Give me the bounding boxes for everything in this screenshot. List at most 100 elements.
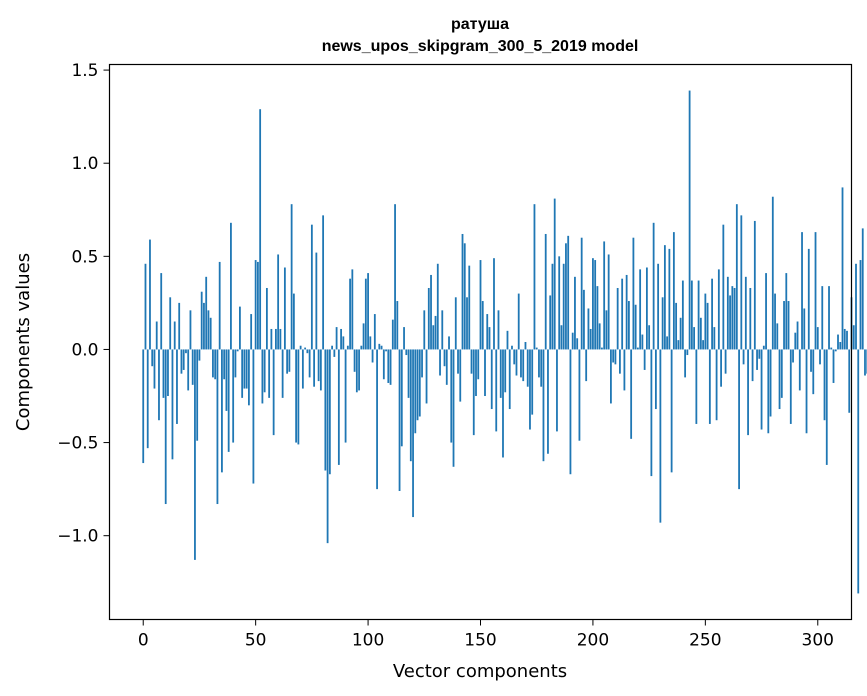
bar-272 [753,220,756,350]
bar-87 [337,349,340,465]
bar-83 [328,349,331,475]
bar-250 [704,293,707,350]
bar-74 [308,349,311,378]
y-tick-label-3: 0.0 [71,340,98,360]
bar-116 [403,327,405,350]
bar-188 [565,243,567,350]
bar-21 [189,310,192,350]
bar-39 [230,222,232,350]
bar-279 [769,349,772,417]
bar-194 [578,349,581,441]
bar-56 [268,349,271,398]
bar-309 [837,334,839,350]
bar-214 [623,349,626,391]
bar-24 [196,349,199,441]
bar-203 [598,323,601,350]
bar-219 [634,304,637,350]
bar-76 [313,349,316,387]
bar-297 [810,349,812,372]
bar-184 [556,349,558,432]
bar-293 [801,232,803,350]
bar-92 [349,278,351,350]
y-tick-label-4: −0.5 [57,434,98,454]
bar-230 [659,349,662,523]
bar-247 [697,280,700,350]
bar-299 [814,232,817,350]
bar-291 [796,321,799,350]
bar-261 [729,295,731,350]
bar-196 [583,289,585,350]
bar-38 [227,349,230,452]
bar-111 [391,319,394,350]
y-tick-label-0: 1.5 [71,61,98,81]
bar-34 [218,261,221,350]
bar-1 [144,263,147,350]
bar-304 [825,349,828,465]
bar-64 [286,349,289,374]
bar-238 [677,340,680,350]
bar-136 [448,336,450,350]
bar-89 [342,336,345,350]
bar-211 [616,287,619,350]
x-tick-label-100: 100 [352,631,384,651]
bar-81 [324,349,327,471]
bar-133 [441,310,444,350]
bar-307 [832,349,835,383]
bar-300 [816,327,819,350]
bar-245 [693,327,696,350]
bar-221 [639,269,642,350]
bar-239 [679,317,682,350]
bar-227 [652,222,655,350]
bar-144 [466,297,468,350]
bar-189 [567,235,570,350]
bar-25 [198,349,201,361]
bar-201 [594,260,597,350]
bar-318 [857,349,860,594]
bar-160 [502,349,504,458]
bar-166 [515,349,518,376]
bar-256 [717,269,720,350]
bar-128 [430,274,432,350]
bar-179 [544,233,547,350]
bar-255 [715,349,718,421]
bar-209 [612,349,615,363]
bar-287 [787,301,790,350]
bar-54 [263,349,266,393]
bar-258 [722,224,725,350]
bar-172 [529,349,531,430]
bar-110 [389,349,392,385]
x-tick-label-50: 50 [245,631,267,651]
bar-224 [645,267,648,350]
bar-231 [661,297,664,350]
bar-252 [708,349,711,424]
bar-310 [839,342,842,350]
bar-253 [711,278,713,350]
bar-290 [794,332,797,350]
bar-217 [630,349,633,439]
bar-140 [457,349,459,374]
bar-35 [221,349,223,473]
bar-157 [495,349,498,432]
bar-103 [373,314,376,350]
bar-241 [684,349,687,378]
bar-243 [688,90,691,350]
x-tick-label-150: 150 [464,631,496,651]
bar-156 [493,258,495,350]
bar-173 [531,349,534,415]
bar-248 [699,317,702,350]
bar-50 [254,260,257,350]
bar-207 [607,254,610,350]
bar-73 [306,349,309,354]
bar-232 [663,245,666,350]
bar-192 [574,276,576,350]
bar-265 [738,349,740,490]
chart-title: ратуша [451,16,509,33]
bar-240 [681,280,684,350]
bar-185 [558,256,561,350]
bar-269 [747,349,749,436]
bar-93 [351,269,354,350]
bar-17 [180,349,183,374]
bar-105 [378,343,381,350]
bar-237 [675,302,678,350]
bar-165 [513,349,516,365]
